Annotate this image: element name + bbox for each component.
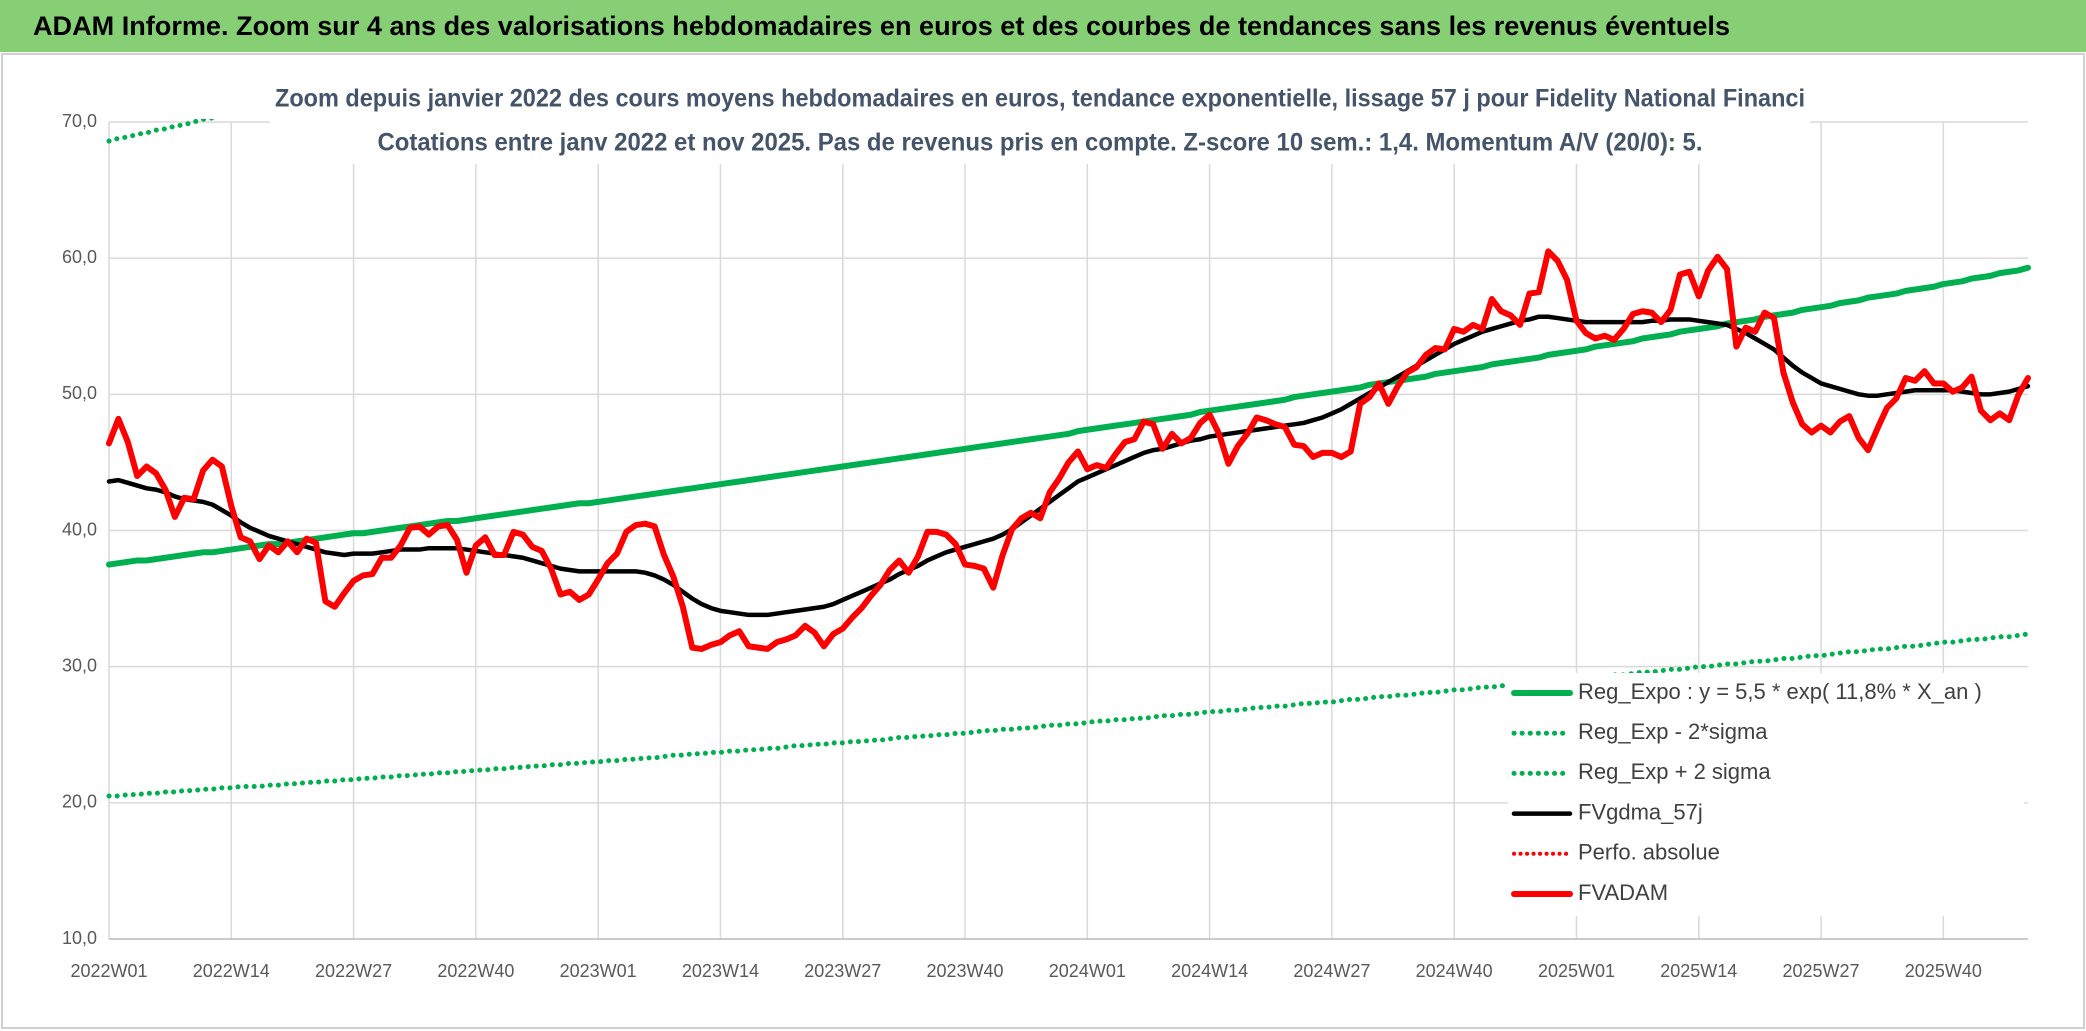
legend-background bbox=[1508, 673, 2024, 917]
legend-label: Reg_Expo : y = 5,5 * exp( 11,8% * X_an ) bbox=[1578, 679, 1982, 704]
series-line bbox=[106, 248, 2031, 652]
x-tick-label: 2025W14 bbox=[1660, 961, 1737, 981]
x-tick-label: 2024W40 bbox=[1416, 961, 1493, 981]
y-tick-label: 70,0 bbox=[62, 111, 97, 131]
x-tick-label: 2022W40 bbox=[437, 961, 514, 981]
legend-label: Reg_Exp - 2*sigma bbox=[1578, 719, 1768, 744]
chart-subtitle: Cotations entre janv 2022 et nov 2025. P… bbox=[378, 129, 1703, 157]
x-tick-label: 2024W01 bbox=[1049, 961, 1126, 981]
y-tick-label: 60,0 bbox=[62, 247, 97, 267]
series-line bbox=[106, 314, 2031, 618]
legend-label: FVADAM bbox=[1578, 880, 1668, 905]
x-tick-label: 2025W40 bbox=[1905, 961, 1982, 981]
y-tick-label: 50,0 bbox=[62, 383, 97, 403]
series-line bbox=[106, 264, 2031, 568]
plot-area: 10,0 20,0 30,0 40,0 50,0 60,0 70,0 2022W01 2022W… bbox=[62, 111, 2031, 981]
x-tick-label: 2025W27 bbox=[1783, 961, 1860, 981]
legend-label: Reg_Exp + 2 sigma bbox=[1578, 759, 1771, 784]
legend: Reg_Expo : y = 5,5 * exp( 11,8% * X_an )… bbox=[1508, 673, 2024, 917]
header-bar bbox=[0, 0, 2086, 52]
header-title: ADAM Informe. Zoom sur 4 ans des valoris… bbox=[33, 11, 1730, 41]
x-tick-label: 2024W14 bbox=[1171, 961, 1248, 981]
x-tick-label: 2023W40 bbox=[926, 961, 1003, 981]
legend-label: Perfo. absolue bbox=[1578, 840, 1720, 865]
y-tick-label: 30,0 bbox=[62, 655, 97, 675]
x-tick-label: 2023W01 bbox=[560, 961, 637, 981]
x-tick-label: 2022W01 bbox=[70, 961, 147, 981]
x-tick-label: 2025W01 bbox=[1538, 961, 1615, 981]
x-tick-label: 2023W27 bbox=[804, 961, 881, 981]
y-tick-label: 40,0 bbox=[62, 519, 97, 539]
title-box bbox=[270, 78, 1810, 164]
x-tick-label: 2023W14 bbox=[682, 961, 759, 981]
x-tick-label: 2022W27 bbox=[315, 961, 392, 981]
y-tick-label: 20,0 bbox=[62, 792, 97, 812]
x-tick-label: 2022W14 bbox=[193, 961, 270, 981]
series-line bbox=[106, 631, 2031, 799]
x-tick-label: 2024W27 bbox=[1293, 961, 1370, 981]
chart-title: Zoom depuis janvier 2022 des cours moyen… bbox=[275, 85, 1805, 113]
legend-label: FVgdma_57j bbox=[1578, 799, 1703, 824]
chart-frame bbox=[1, 53, 2085, 1029]
y-tick-label: 10,0 bbox=[62, 928, 97, 948]
series-layer bbox=[106, 119, 2031, 799]
